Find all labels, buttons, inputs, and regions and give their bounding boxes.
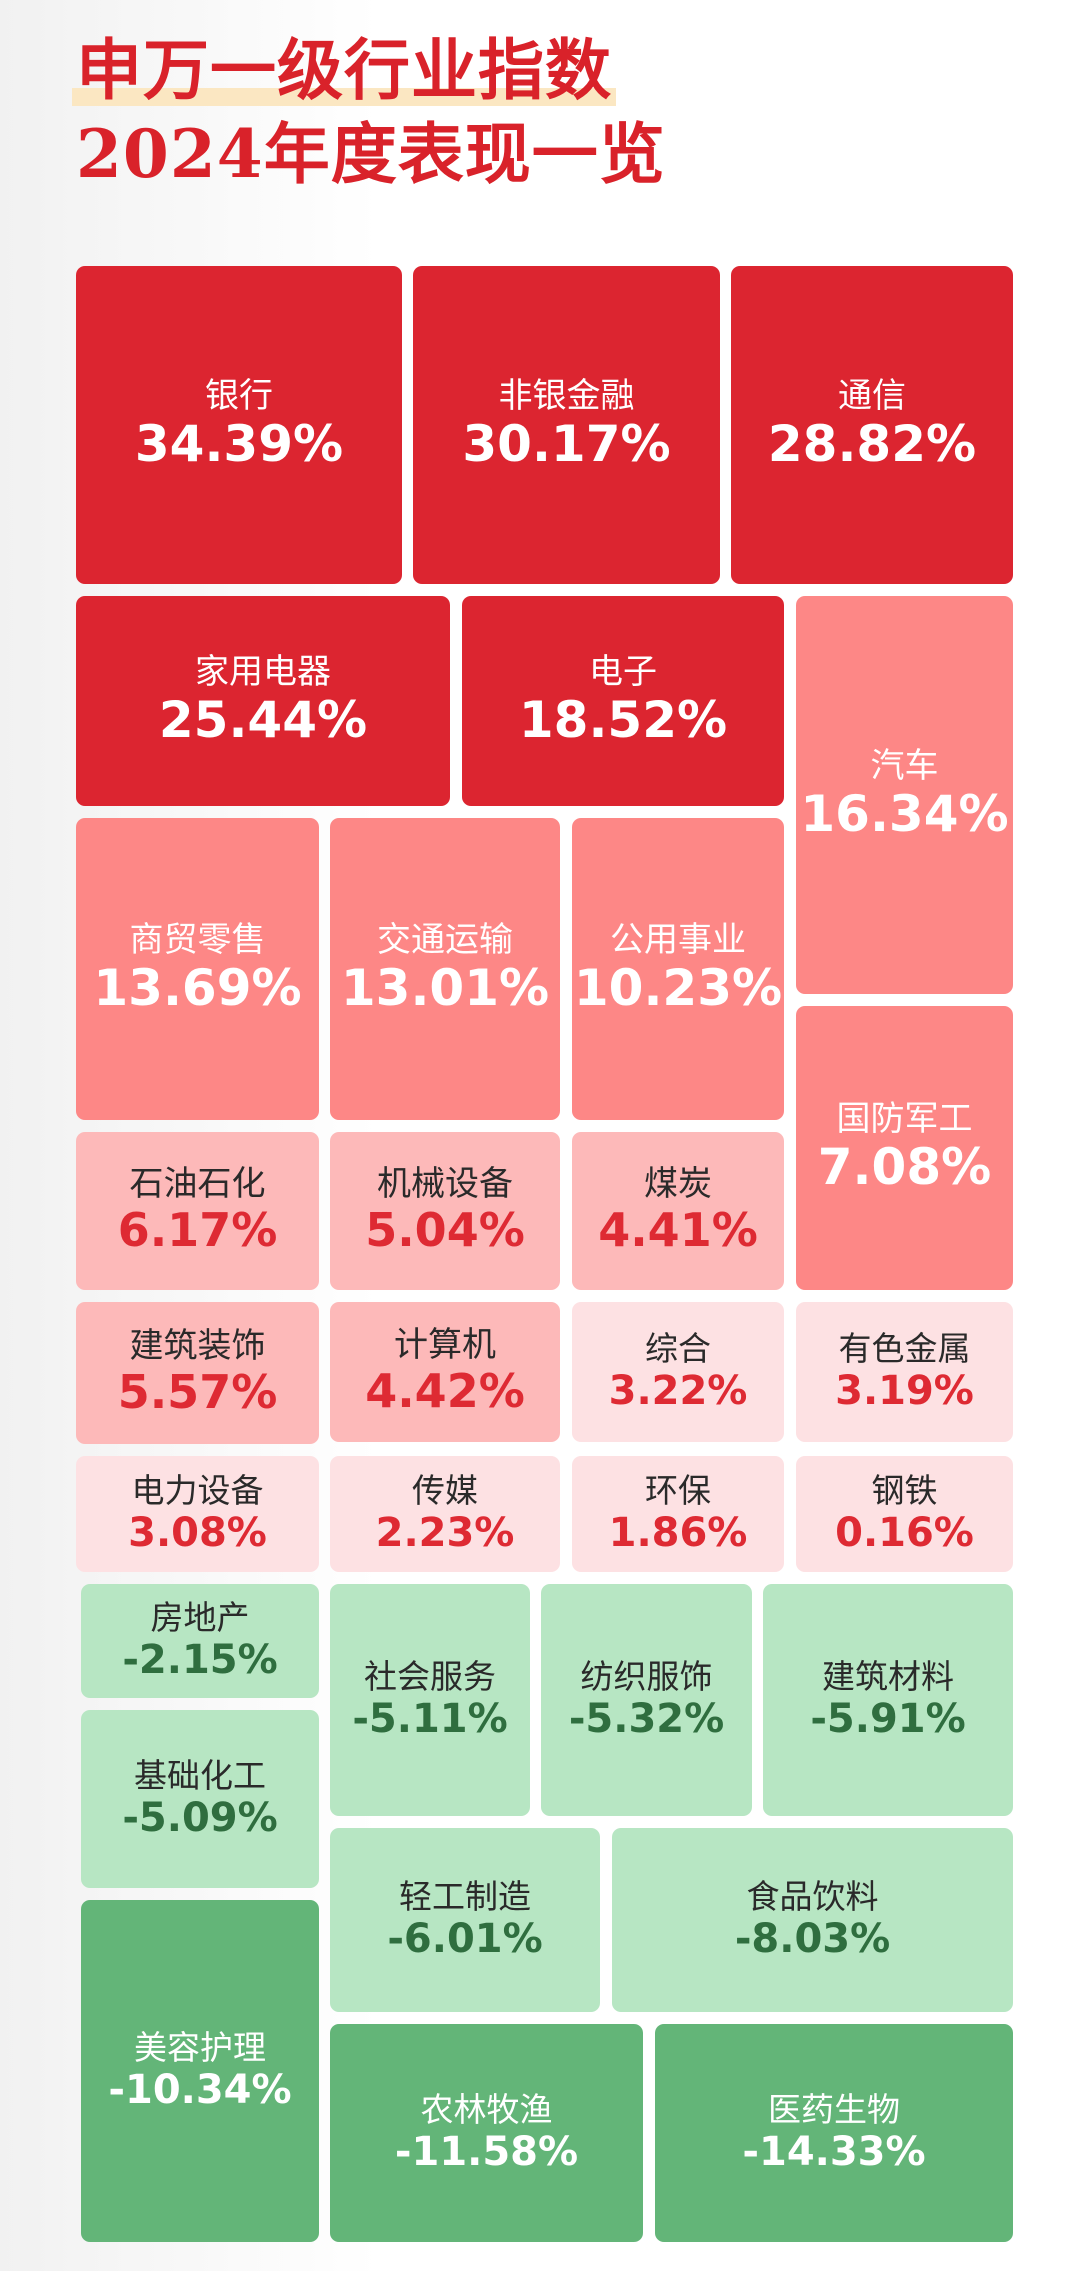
treemap-tile: 轻工制造 -6.01% — [330, 1828, 600, 2012]
treemap-tile: 汽车 16.34% — [796, 596, 1013, 994]
tile-value: -2.15% — [122, 1636, 278, 1683]
treemap-tile: 建筑材料 -5.91% — [763, 1584, 1013, 1816]
tile-name: 石油石化 — [129, 1164, 266, 1204]
treemap-tile: 石油石化 6.17% — [76, 1132, 319, 1290]
tile-name: 美容护理 — [134, 2028, 266, 2068]
treemap-tile: 电子 18.52% — [462, 596, 784, 806]
tile-value: 13.69% — [93, 958, 302, 1017]
tile-value: 10.23% — [573, 958, 783, 1017]
tile-name: 钢铁 — [871, 1471, 938, 1511]
treemap-tile: 房地产 -2.15% — [81, 1584, 319, 1698]
tile-name: 国防军工 — [836, 1098, 973, 1139]
tile-value: 3.08% — [128, 1509, 267, 1556]
treemap-tile: 通信 28.82% — [731, 266, 1013, 584]
treemap-tile: 传媒 2.23% — [330, 1456, 560, 1572]
tile-value: 3.19% — [835, 1367, 974, 1414]
treemap-tile: 机械设备 5.04% — [330, 1132, 560, 1290]
tile-name: 机械设备 — [377, 1164, 513, 1204]
tile-value: -8.03% — [734, 1915, 891, 1962]
tile-value: -6.01% — [387, 1915, 543, 1962]
tile-name: 交通运输 — [377, 919, 513, 960]
tile-name: 银行 — [205, 375, 273, 416]
tile-value: -14.33% — [742, 2128, 926, 2175]
tile-value: 18.52% — [518, 690, 728, 749]
tile-name: 电力设备 — [131, 1471, 264, 1511]
treemap-tile: 综合 3.22% — [572, 1302, 784, 1442]
tile-value: 6.17% — [117, 1203, 278, 1258]
treemap-tile: 社会服务 -5.11% — [330, 1584, 530, 1816]
treemap-tile: 医药生物 -14.33% — [655, 2024, 1013, 2242]
treemap-tile: 商贸零售 13.69% — [76, 818, 319, 1120]
tile-name: 基础化工 — [134, 1756, 266, 1796]
treemap-tile: 农林牧渔 -11.58% — [330, 2024, 643, 2242]
tile-value: -11.58% — [394, 2128, 579, 2175]
tile-value: 30.17% — [462, 414, 671, 473]
treemap-tile: 非银金融 30.17% — [413, 266, 720, 584]
tile-value: 0.16% — [835, 1509, 974, 1556]
treemap-tile: 国防军工 7.08% — [796, 1006, 1013, 1290]
tile-value: 1.86% — [608, 1509, 748, 1556]
tile-value: 25.44% — [158, 690, 368, 749]
tile-name: 房地产 — [150, 1598, 250, 1638]
treemap-tile: 建筑装饰 5.57% — [76, 1302, 319, 1444]
treemap-tile: 电力设备 3.08% — [76, 1456, 319, 1572]
tile-value: 5.04% — [365, 1203, 525, 1258]
treemap-tile: 基础化工 -5.09% — [81, 1710, 319, 1888]
tile-name: 公用事业 — [610, 919, 746, 960]
title-line-2: 2024年度表现一览 — [76, 115, 666, 193]
tile-name: 通信 — [838, 375, 906, 416]
tile-name: 农林牧渔 — [420, 2090, 553, 2130]
tile-value: 5.57% — [117, 1365, 278, 1420]
tile-name: 环保 — [645, 1471, 711, 1511]
tile-value: 4.42% — [365, 1364, 525, 1419]
tile-value: 7.08% — [817, 1137, 992, 1196]
chart-title: 申万一级行业指数 2024年度表现一览 — [72, 28, 1016, 196]
treemap-tile: 交通运输 13.01% — [330, 818, 560, 1120]
tile-value: 2.23% — [375, 1509, 515, 1556]
tile-value: 28.82% — [767, 414, 977, 473]
title-line-1-text: 申万一级行业指数 — [76, 31, 612, 109]
tile-value: -5.91% — [810, 1695, 966, 1742]
treemap-tile: 钢铁 0.16% — [796, 1456, 1013, 1572]
title-line-1: 申万一级行业指数 — [72, 28, 1016, 112]
tile-name: 食品饮料 — [746, 1877, 879, 1917]
tile-name: 传媒 — [412, 1471, 478, 1511]
tile-value: 3.22% — [608, 1367, 748, 1414]
treemap-tile: 有色金属 3.19% — [796, 1302, 1013, 1442]
treemap-tile: 煤炭 4.41% — [572, 1132, 784, 1290]
tile-name: 汽车 — [870, 745, 939, 786]
tile-value: 16.34% — [800, 784, 1009, 843]
treemap-tile: 环保 1.86% — [572, 1456, 784, 1572]
tile-name: 综合 — [645, 1329, 711, 1369]
tile-name: 计算机 — [394, 1325, 496, 1365]
tile-name: 家用电器 — [195, 651, 331, 692]
tile-value: -5.09% — [122, 1794, 278, 1841]
tile-value: 13.01% — [340, 958, 550, 1017]
treemap-tile: 家用电器 25.44% — [76, 596, 450, 806]
treemap-tile: 食品饮料 -8.03% — [612, 1828, 1013, 2012]
tile-name: 电子 — [589, 651, 657, 692]
tile-name: 社会服务 — [364, 1657, 496, 1697]
tile-name: 建筑材料 — [822, 1657, 954, 1697]
tile-name: 煤炭 — [644, 1164, 712, 1204]
tile-value: 34.39% — [134, 414, 344, 473]
tile-value: 4.41% — [598, 1203, 758, 1258]
tile-name: 有色金属 — [838, 1329, 971, 1369]
treemap-tile: 纺织服饰 -5.32% — [541, 1584, 752, 1816]
tile-value: -5.11% — [352, 1695, 508, 1742]
treemap-tile: 计算机 4.42% — [330, 1302, 560, 1442]
treemap-tile: 公用事业 10.23% — [572, 818, 784, 1120]
tile-name: 建筑装饰 — [129, 1326, 266, 1366]
tile-name: 轻工制造 — [399, 1877, 531, 1917]
treemap-tile: 美容护理 -10.34% — [81, 1900, 319, 2242]
tile-value: -5.32% — [568, 1695, 725, 1742]
tile-value: -10.34% — [108, 2066, 292, 2113]
tile-name: 商贸零售 — [129, 919, 266, 960]
tile-name: 纺织服饰 — [580, 1657, 713, 1697]
treemap-tile: 银行 34.39% — [76, 266, 402, 584]
tile-name: 医药生物 — [768, 2090, 900, 2130]
tile-name: 非银金融 — [498, 375, 635, 416]
